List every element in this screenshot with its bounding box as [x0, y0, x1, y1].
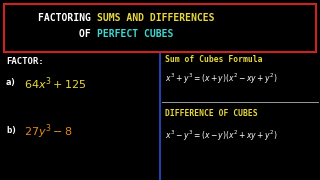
Text: PERFECT CUBES: PERFECT CUBES — [97, 29, 173, 39]
Text: Sum of Cubes Formula: Sum of Cubes Formula — [165, 55, 262, 64]
Text: DIFFERENCE OF CUBES: DIFFERENCE OF CUBES — [165, 109, 258, 118]
Text: a): a) — [6, 78, 17, 87]
Text: b): b) — [6, 125, 17, 134]
Text: $x^3-y^3=(x-y)(x^2+xy+y^2)$: $x^3-y^3=(x-y)(x^2+xy+y^2)$ — [165, 129, 277, 143]
Text: OF: OF — [79, 29, 97, 39]
Text: $64x^3+125$: $64x^3+125$ — [24, 76, 86, 92]
Text: SUMS AND DIFFERENCES: SUMS AND DIFFERENCES — [97, 13, 214, 23]
Text: $27y^3-8$: $27y^3-8$ — [24, 123, 72, 141]
Text: $x^3+y^3=(x+y)(x^2-xy+y^2)$: $x^3+y^3=(x+y)(x^2-xy+y^2)$ — [165, 72, 277, 86]
Text: FACTOR:: FACTOR: — [6, 57, 44, 66]
Text: FACTORING: FACTORING — [38, 13, 97, 23]
